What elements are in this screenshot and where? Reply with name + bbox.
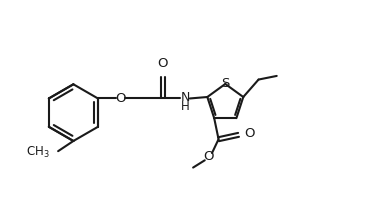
Text: O: O xyxy=(244,127,254,140)
Text: O: O xyxy=(158,58,168,70)
Text: O: O xyxy=(115,92,126,105)
Text: O: O xyxy=(203,150,214,163)
Text: N: N xyxy=(180,90,190,104)
Text: H: H xyxy=(181,100,190,113)
Text: CH$_3$: CH$_3$ xyxy=(26,145,50,160)
Text: S: S xyxy=(221,77,229,90)
